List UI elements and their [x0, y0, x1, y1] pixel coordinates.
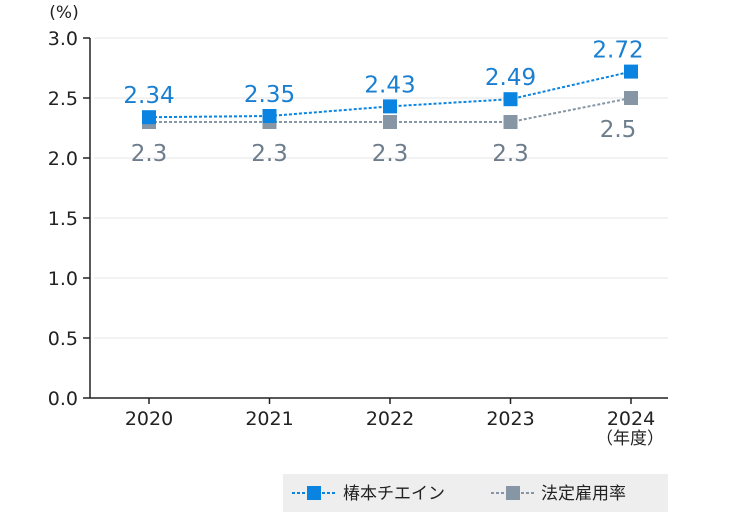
x-tick-label: 2022 — [366, 408, 414, 430]
x-tick-label: 2021 — [245, 408, 293, 430]
y-tick-label: 0.5 — [48, 328, 78, 350]
legend-box — [283, 474, 668, 512]
y-axis-unit: (%) — [49, 3, 78, 23]
legend: 椿本チエイン 法定雇用率 — [283, 474, 668, 512]
legend-marker-1 — [307, 486, 321, 500]
y-tick-labels: 0.0 0.5 1.0 1.5 2.0 2.5 3.0 — [48, 28, 90, 410]
y-tick-label: 0.0 — [48, 388, 78, 410]
series-2-marker — [383, 115, 397, 129]
data-label-series-2: 2.3 — [492, 141, 529, 167]
data-label-series-1: 2.49 — [485, 65, 536, 91]
series-layer — [142, 64, 638, 129]
series-1-marker — [503, 92, 518, 107]
data-labels: 2.34 2.35 2.43 2.49 2.72 2.3 2.3 2.3 2.3 2.5 — [123, 38, 643, 167]
series-2-marker — [624, 91, 638, 105]
y-tick-label: 1.0 — [48, 268, 78, 290]
data-label-series-2: 2.3 — [251, 141, 288, 167]
x-tick-label: 2020 — [125, 408, 173, 430]
legend-label-2: 法定雇用率 — [541, 484, 626, 504]
data-label-series-2: 2.5 — [600, 117, 637, 143]
y-tick-label: 1.5 — [48, 208, 78, 230]
y-tick-label: 2.0 — [48, 148, 78, 170]
data-label-series-2: 2.3 — [131, 141, 168, 167]
series-1-marker — [142, 110, 156, 125]
series-2-marker — [503, 115, 518, 129]
data-label-series-2: 2.3 — [372, 141, 409, 167]
legend-label-1: 椿本チエイン — [343, 484, 445, 504]
data-label-series-1: 2.34 — [123, 83, 174, 109]
gridlines — [94, 37, 668, 339]
data-label-series-1: 2.72 — [592, 38, 643, 64]
y-tick-label: 3.0 — [48, 28, 78, 50]
x-tick-label: 2024 — [607, 408, 655, 430]
series-1-marker — [383, 99, 397, 114]
series-1-marker — [262, 109, 277, 123]
legend-marker-2 — [506, 486, 520, 500]
x-tick-label: 2023 — [486, 408, 534, 430]
x-tick-labels: 2020 2021 2022 2023 2024 — [125, 398, 655, 430]
series-1-marker — [624, 64, 638, 79]
y-tick-label: 2.5 — [48, 88, 78, 110]
data-label-series-1: 2.35 — [244, 82, 295, 108]
data-label-series-1: 2.43 — [364, 72, 415, 98]
x-axis-unit: （年度） — [596, 429, 664, 449]
